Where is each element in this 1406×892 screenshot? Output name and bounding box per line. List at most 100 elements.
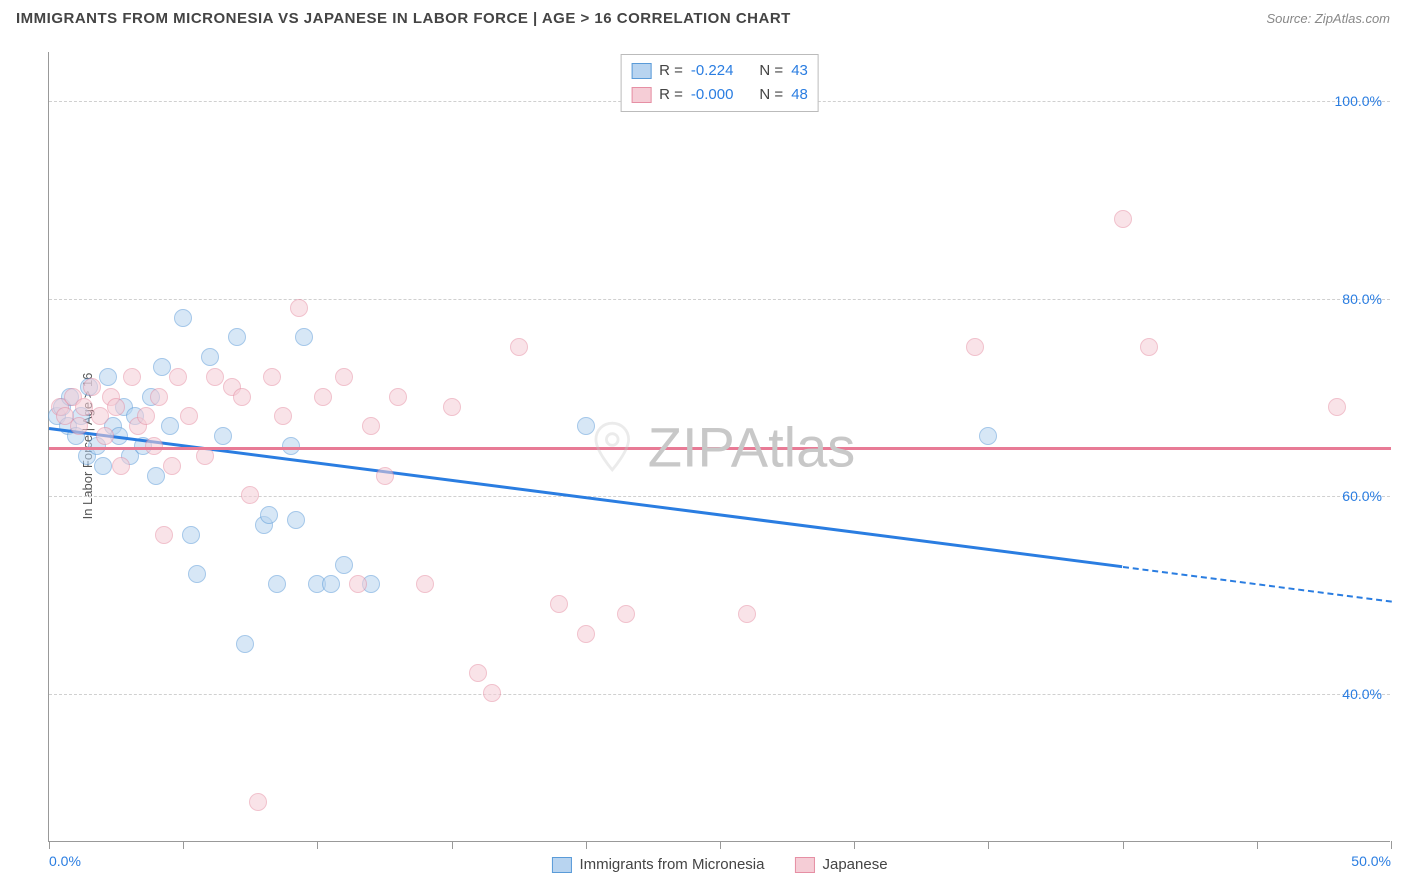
stat-r-label: R = xyxy=(659,83,683,107)
scatter-point xyxy=(163,457,181,475)
scatter-point xyxy=(287,511,305,529)
scatter-point xyxy=(147,467,165,485)
stats-legend-row: R =-0.224N =43 xyxy=(631,59,808,83)
scatter-point xyxy=(182,526,200,544)
scatter-point xyxy=(389,388,407,406)
scatter-point xyxy=(145,437,163,455)
scatter-point xyxy=(201,348,219,366)
trend-line xyxy=(49,447,1391,450)
scatter-point xyxy=(206,368,224,386)
scatter-point xyxy=(966,338,984,356)
scatter-point xyxy=(161,417,179,435)
y-tick-label: 40.0% xyxy=(1342,686,1382,702)
scatter-point xyxy=(274,407,292,425)
scatter-point xyxy=(483,684,501,702)
scatter-point xyxy=(416,575,434,593)
scatter-point xyxy=(260,506,278,524)
scatter-point xyxy=(290,299,308,317)
chart-title: IMMIGRANTS FROM MICRONESIA VS JAPANESE I… xyxy=(16,10,791,27)
scatter-point xyxy=(550,595,568,613)
legend-swatch xyxy=(631,63,651,79)
scatter-point xyxy=(577,417,595,435)
scatter-point xyxy=(174,309,192,327)
stat-n-label: N = xyxy=(759,83,783,107)
scatter-point xyxy=(617,605,635,623)
scatter-point xyxy=(510,338,528,356)
x-tick xyxy=(1391,841,1392,849)
scatter-point xyxy=(228,328,246,346)
legend-swatch xyxy=(631,87,651,103)
series-legend: Immigrants from Micronesia Japanese xyxy=(551,856,887,873)
scatter-point xyxy=(155,526,173,544)
series-name: Immigrants from Micronesia xyxy=(579,856,764,873)
scatter-point xyxy=(214,427,232,445)
x-tick xyxy=(854,841,855,849)
x-tick xyxy=(183,841,184,849)
scatter-point xyxy=(979,427,997,445)
stat-r-value: -0.224 xyxy=(691,59,734,83)
scatter-point xyxy=(577,625,595,643)
scatter-point xyxy=(335,556,353,574)
stat-n-label: N = xyxy=(759,59,783,83)
scatter-point xyxy=(249,793,267,811)
y-tick-label: 80.0% xyxy=(1342,291,1382,307)
plot-area: ZIPAtlas R =-0.224N =43R =-0.000N =48 Im… xyxy=(48,52,1390,842)
y-tick-label: 100.0% xyxy=(1335,93,1382,109)
series-name: Japanese xyxy=(822,856,887,873)
scatter-point xyxy=(263,368,281,386)
series-legend-item: Immigrants from Micronesia xyxy=(551,856,764,873)
scatter-point xyxy=(123,368,141,386)
legend-swatch xyxy=(794,857,814,873)
scatter-point xyxy=(150,388,168,406)
scatter-point xyxy=(469,664,487,682)
scatter-point xyxy=(349,575,367,593)
title-bar: IMMIGRANTS FROM MICRONESIA VS JAPANESE I… xyxy=(16,10,1390,27)
scatter-point xyxy=(241,486,259,504)
x-tick-label-min: 0.0% xyxy=(49,853,81,869)
source-label: Source: ZipAtlas.com xyxy=(1266,11,1390,26)
scatter-point xyxy=(99,368,117,386)
stats-legend-row: R = -0.000 N = 48 xyxy=(631,83,808,107)
scatter-point xyxy=(362,417,380,435)
scatter-point xyxy=(112,457,130,475)
scatter-point xyxy=(180,407,198,425)
x-tick xyxy=(49,841,50,849)
scatter-point xyxy=(137,407,155,425)
y-tick-label: 60.0% xyxy=(1342,488,1382,504)
scatter-point xyxy=(443,398,461,416)
x-tick xyxy=(586,841,587,849)
scatter-point xyxy=(1328,398,1346,416)
gridline xyxy=(49,694,1390,695)
scatter-point xyxy=(282,437,300,455)
scatter-point xyxy=(169,368,187,386)
stats-legend: R =-0.224N =43R =-0.000N =48 xyxy=(620,54,819,112)
stat-r-value: -0.000 xyxy=(691,83,734,107)
scatter-point xyxy=(153,358,171,376)
series-legend-item: Japanese xyxy=(794,856,887,873)
scatter-point xyxy=(75,398,93,416)
scatter-point xyxy=(322,575,340,593)
legend-swatch xyxy=(551,857,571,873)
x-tick xyxy=(720,841,721,849)
scatter-point xyxy=(233,388,251,406)
scatter-point xyxy=(96,427,114,445)
stat-n-value: 48 xyxy=(791,83,808,107)
x-tick-label-max: 50.0% xyxy=(1351,853,1391,869)
scatter-point xyxy=(376,467,394,485)
scatter-point xyxy=(91,407,109,425)
stat-r-label: R = xyxy=(659,59,683,83)
scatter-point xyxy=(188,565,206,583)
scatter-point xyxy=(335,368,353,386)
trend-line-dashed xyxy=(1122,566,1391,603)
scatter-point xyxy=(738,605,756,623)
x-tick xyxy=(1123,841,1124,849)
gridline xyxy=(49,299,1390,300)
scatter-point xyxy=(1140,338,1158,356)
scatter-point xyxy=(83,378,101,396)
scatter-point xyxy=(295,328,313,346)
scatter-point xyxy=(1114,210,1132,228)
scatter-point xyxy=(268,575,286,593)
scatter-point xyxy=(70,417,88,435)
x-tick xyxy=(988,841,989,849)
x-tick xyxy=(1257,841,1258,849)
